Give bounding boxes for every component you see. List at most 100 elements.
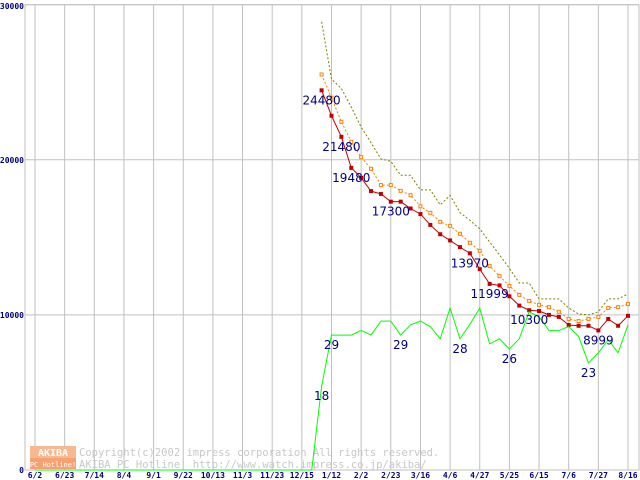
data-point bbox=[556, 309, 561, 314]
data-point bbox=[349, 165, 354, 170]
data-point bbox=[576, 319, 581, 324]
data-point bbox=[428, 210, 433, 215]
data-point bbox=[556, 314, 561, 319]
x-tick-label: 3/16 bbox=[411, 471, 430, 480]
series-line-average bbox=[321, 74, 629, 322]
data-point bbox=[477, 267, 482, 272]
y-tick-label: 20000 bbox=[0, 156, 24, 165]
x-tick-label: 4/27 bbox=[470, 471, 489, 480]
data-label: 29 bbox=[393, 338, 408, 352]
data-point bbox=[527, 298, 532, 303]
series-min bbox=[319, 88, 630, 333]
logo-top-text: AKIBA bbox=[38, 448, 68, 459]
data-point bbox=[448, 223, 453, 228]
x-tick-label: 7/6 bbox=[561, 471, 576, 480]
data-point bbox=[626, 302, 630, 307]
data-point bbox=[596, 328, 601, 333]
data-point bbox=[359, 155, 364, 160]
data-point bbox=[576, 323, 581, 328]
data-point bbox=[448, 238, 453, 243]
data-label: 17300 bbox=[372, 205, 410, 219]
data-point bbox=[566, 322, 571, 327]
data-point bbox=[408, 193, 413, 198]
grid bbox=[24, 4, 640, 471]
data-point bbox=[339, 119, 344, 124]
x-tick-label: 11/3 bbox=[233, 471, 252, 480]
data-point bbox=[359, 175, 364, 180]
x-tick-label: 2/2 bbox=[354, 471, 369, 480]
data-point bbox=[507, 283, 512, 288]
data-point bbox=[418, 212, 423, 217]
data-label: 23 bbox=[581, 366, 596, 380]
data-point bbox=[537, 309, 542, 314]
data-point bbox=[537, 302, 542, 307]
data-point bbox=[497, 283, 502, 288]
data-point bbox=[566, 316, 571, 321]
x-tick-label: 7/14 bbox=[85, 471, 104, 480]
y-tick-label: 0 bbox=[19, 466, 24, 475]
data-point bbox=[329, 113, 334, 118]
data-point bbox=[626, 313, 630, 318]
data-point bbox=[438, 219, 443, 224]
data-point bbox=[487, 263, 492, 268]
data-point bbox=[497, 274, 502, 279]
watermark: AKIBA PC Hotline! Copyright(c)2002 impre… bbox=[30, 446, 439, 471]
x-tick-label: 8/16 bbox=[618, 471, 637, 480]
logo-bottom-bg bbox=[30, 458, 76, 469]
series-line-max bbox=[321, 21, 629, 316]
site-url-text: AKIBA PC Hotline! http://www.watch.impre… bbox=[79, 459, 427, 471]
data-point bbox=[596, 314, 601, 319]
x-tick-label: 9/1 bbox=[146, 471, 161, 480]
data-point bbox=[398, 188, 403, 193]
data-point bbox=[457, 245, 462, 250]
data-point bbox=[517, 292, 522, 297]
data-point bbox=[378, 191, 383, 196]
logo-bottom-text: PC Hotline! bbox=[30, 461, 76, 469]
data-label: 13970 bbox=[451, 256, 489, 270]
x-tick-label: 4/6 bbox=[443, 471, 458, 480]
data-point bbox=[369, 166, 374, 171]
data-point bbox=[517, 303, 522, 308]
data-point bbox=[487, 281, 492, 286]
series-layer bbox=[35, 21, 630, 471]
data-label: 18 bbox=[314, 389, 329, 403]
x-tick-label: 9/22 bbox=[174, 471, 193, 480]
data-label: 28 bbox=[452, 342, 467, 356]
x-tick-label: 12/15 bbox=[290, 471, 314, 480]
data-point bbox=[507, 294, 512, 299]
data-point bbox=[438, 232, 443, 237]
data-point bbox=[586, 316, 591, 321]
x-tick-label: 6/23 bbox=[55, 471, 74, 480]
copyright-text: Copyright(c)2002 impress corporation All… bbox=[79, 447, 439, 459]
data-point bbox=[606, 305, 611, 310]
data-point bbox=[418, 204, 423, 209]
data-point bbox=[586, 323, 591, 328]
x-tick-label: 11/23 bbox=[260, 471, 284, 480]
data-point bbox=[467, 251, 472, 256]
x-tick-label: 7/27 bbox=[589, 471, 608, 480]
y-axis-labels: 0 10000 20000 30000 bbox=[0, 2, 24, 475]
data-label: 19480 bbox=[332, 171, 370, 185]
data-label: 29 bbox=[324, 338, 339, 352]
data-point bbox=[378, 183, 383, 188]
data-point bbox=[616, 323, 621, 328]
x-tick-label: 5/25 bbox=[500, 471, 519, 480]
y-tick-label: 30000 bbox=[0, 2, 24, 11]
x-tick-label: 6/15 bbox=[529, 471, 548, 480]
data-point bbox=[408, 206, 413, 211]
data-point bbox=[477, 248, 482, 253]
data-point bbox=[388, 183, 393, 188]
data-point bbox=[546, 305, 551, 310]
x-axis-labels: 6/2 6/23 7/14 8/4 9/1 9/22 10/13 11/3 11/23 12/15… bbox=[28, 471, 638, 480]
data-label: 8999 bbox=[583, 333, 614, 347]
data-point bbox=[467, 240, 472, 245]
data-point bbox=[339, 134, 344, 139]
data-point bbox=[369, 189, 374, 194]
series-average bbox=[319, 72, 630, 324]
x-tick-label: 10/13 bbox=[201, 471, 225, 480]
data-label: 24480 bbox=[303, 93, 341, 107]
data-label: 26 bbox=[502, 352, 517, 366]
x-tick-label: 2/23 bbox=[381, 471, 400, 480]
